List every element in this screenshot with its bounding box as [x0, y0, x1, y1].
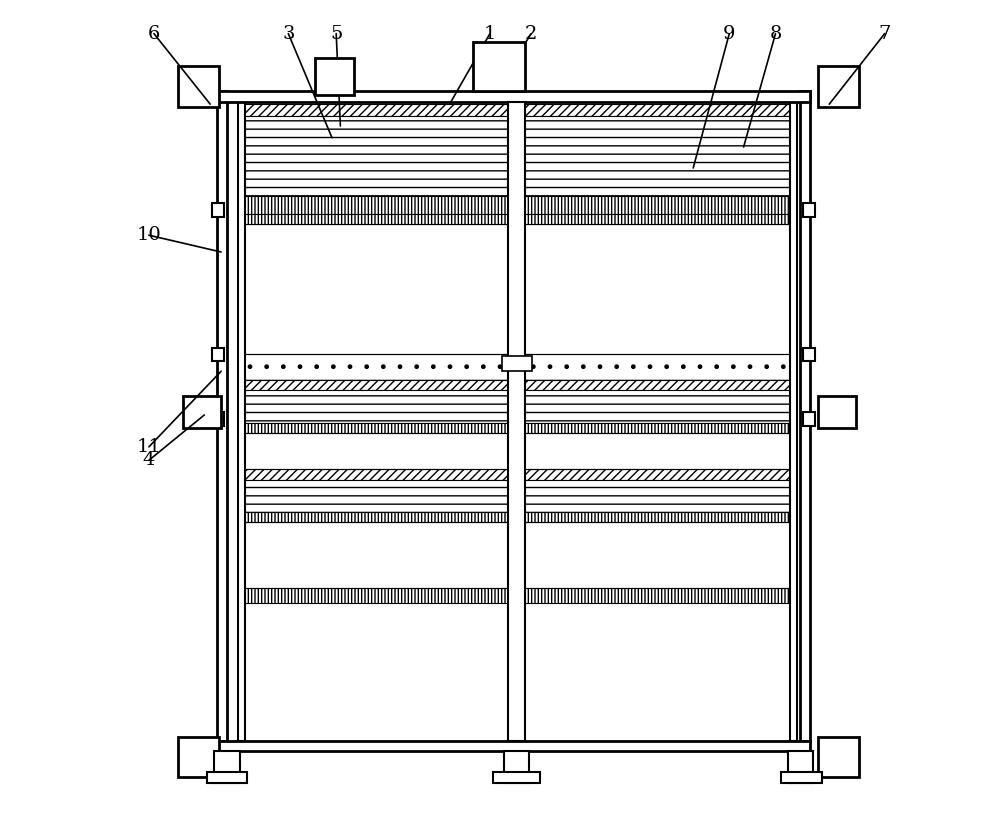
Bar	[803, 203, 815, 217]
Bar	[803, 412, 815, 426]
Bar	[502, 356, 532, 371]
Bar	[238, 423, 796, 433]
Bar	[493, 772, 540, 783]
Text: 4: 4	[143, 451, 155, 470]
Bar	[508, 102, 525, 741]
Bar	[238, 480, 796, 512]
Text: 5: 5	[330, 24, 342, 43]
Text: 9: 9	[723, 24, 736, 43]
Bar	[212, 203, 224, 217]
Bar	[178, 737, 219, 777]
Bar	[238, 588, 796, 603]
Bar	[238, 116, 796, 196]
Bar	[238, 196, 796, 214]
Bar	[238, 354, 796, 380]
Bar	[504, 751, 529, 783]
Bar	[818, 737, 859, 777]
Bar	[818, 66, 859, 107]
Bar	[818, 396, 856, 428]
Text: 7: 7	[879, 24, 891, 43]
Bar	[238, 380, 796, 390]
Text: 8: 8	[769, 24, 782, 43]
Bar	[217, 741, 810, 751]
Text: 10: 10	[137, 226, 161, 244]
Bar	[238, 102, 245, 741]
Bar	[178, 66, 219, 107]
Bar	[803, 348, 815, 361]
Bar	[790, 102, 797, 741]
Bar	[212, 412, 224, 426]
Text: 3: 3	[282, 24, 295, 43]
Bar	[238, 104, 796, 116]
Text: 2: 2	[525, 24, 537, 43]
Bar	[238, 214, 796, 224]
Bar	[781, 772, 822, 783]
Text: 6: 6	[148, 24, 160, 43]
Text: 1: 1	[484, 24, 496, 43]
Bar	[183, 396, 221, 428]
Bar	[217, 91, 810, 102]
Bar	[217, 91, 227, 741]
Bar	[315, 58, 354, 95]
Text: 11: 11	[137, 438, 161, 456]
Bar	[212, 348, 224, 361]
Bar	[207, 772, 247, 783]
Bar	[214, 751, 240, 783]
Bar	[800, 91, 810, 741]
Bar	[238, 469, 796, 480]
Bar	[238, 512, 796, 522]
Bar	[788, 751, 813, 783]
Bar	[238, 390, 796, 423]
Bar	[473, 42, 525, 91]
Bar	[238, 102, 796, 741]
